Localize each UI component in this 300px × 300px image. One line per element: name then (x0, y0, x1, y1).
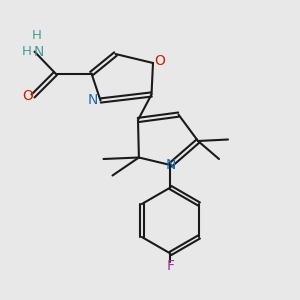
Text: O: O (22, 89, 33, 103)
Text: H: H (22, 45, 32, 58)
Text: H: H (32, 28, 42, 42)
Text: N: N (165, 158, 176, 172)
Text: O: O (154, 54, 165, 68)
Text: N: N (34, 45, 44, 58)
Text: F: F (167, 259, 174, 273)
Text: N: N (88, 94, 98, 107)
